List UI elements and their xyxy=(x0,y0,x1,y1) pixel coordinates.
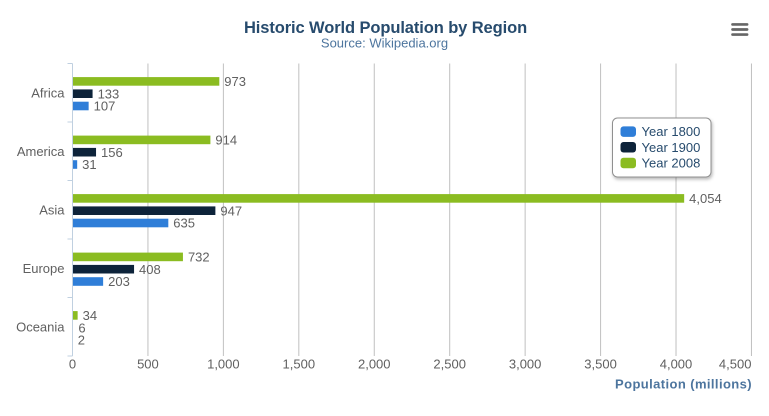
svg-text:2,500: 2,500 xyxy=(433,357,466,372)
svg-text:156: 156 xyxy=(101,145,123,160)
svg-text:Africa: Africa xyxy=(31,85,65,100)
svg-text:1,000: 1,000 xyxy=(207,357,240,372)
svg-text:Source: Wikipedia.org: Source: Wikipedia.org xyxy=(321,36,448,51)
svg-text:31: 31 xyxy=(82,157,96,172)
svg-text:Oceania: Oceania xyxy=(16,319,65,334)
svg-text:947: 947 xyxy=(220,203,242,218)
svg-text:408: 408 xyxy=(139,262,161,277)
svg-text:Year 2008: Year 2008 xyxy=(642,156,701,171)
svg-text:Year 1800: Year 1800 xyxy=(642,124,701,139)
svg-text:4,000: 4,000 xyxy=(660,357,693,372)
svg-text:107: 107 xyxy=(94,99,116,114)
svg-text:4,500: 4,500 xyxy=(719,357,752,372)
svg-text:Population (millions): Population (millions) xyxy=(615,377,752,392)
svg-text:0: 0 xyxy=(69,357,76,372)
svg-text:3,500: 3,500 xyxy=(584,357,617,372)
svg-text:3,000: 3,000 xyxy=(509,357,542,372)
svg-text:203: 203 xyxy=(108,274,130,289)
svg-text:Europe: Europe xyxy=(23,261,65,276)
svg-text:914: 914 xyxy=(215,133,237,148)
svg-text:America: America xyxy=(17,144,65,159)
svg-text:732: 732 xyxy=(188,250,210,265)
svg-text:6: 6 xyxy=(78,320,85,335)
svg-text:Year 1900: Year 1900 xyxy=(642,140,701,155)
svg-text:133: 133 xyxy=(98,86,120,101)
svg-text:2,000: 2,000 xyxy=(358,357,391,372)
svg-text:4,054: 4,054 xyxy=(689,191,722,206)
svg-text:Asia: Asia xyxy=(39,202,65,217)
svg-text:635: 635 xyxy=(173,216,195,231)
svg-text:1,500: 1,500 xyxy=(283,357,316,372)
svg-text:500: 500 xyxy=(137,357,159,372)
svg-text:2: 2 xyxy=(78,333,85,348)
svg-text:973: 973 xyxy=(224,74,246,89)
svg-text:Historic World Population by R: Historic World Population by Region xyxy=(244,19,527,37)
svg-text:34: 34 xyxy=(83,308,97,323)
